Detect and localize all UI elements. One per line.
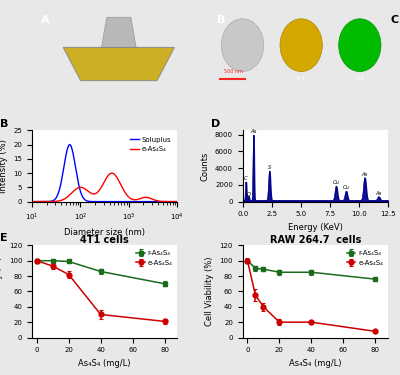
Y-axis label: Counts: Counts: [200, 151, 210, 181]
Soluplus: [116, 200, 120, 204]
e-As₄S₄: [139, 196, 144, 200]
X-axis label: As₄S₄ (mg/L): As₄S₄ (mg/L): [289, 359, 342, 368]
Text: C: C: [391, 15, 399, 25]
Text: C: C: [244, 176, 248, 181]
Text: Cu: Cu: [333, 180, 340, 185]
e-As₄S₄: [116, 177, 120, 181]
Line: e-As₄S₄: e-As₄S₄: [32, 173, 177, 202]
Y-axis label: Intensity (%): Intensity (%): [0, 139, 8, 193]
X-axis label: Diameter size (nm): Diameter size (nm): [64, 228, 145, 237]
X-axis label: As₄S₄ (mg/L): As₄S₄ (mg/L): [78, 359, 131, 368]
e-As₄S₄: [30, 200, 34, 204]
Soluplus: [30, 200, 34, 204]
Y-axis label: Cell Viability (%): Cell Viability (%): [0, 256, 3, 326]
Text: B: B: [217, 15, 226, 25]
Soluplus: [96, 200, 100, 204]
Legend: Soluplus, e-As₄S₄: Soluplus, e-As₄S₄: [128, 134, 174, 155]
Y-axis label: Cell Viability (%): Cell Viability (%): [205, 256, 214, 326]
Soluplus: [67, 142, 72, 147]
Soluplus: [175, 200, 180, 204]
Text: B: B: [0, 119, 8, 129]
Text: Cu: Cu: [343, 185, 350, 190]
Text: E: E: [0, 233, 8, 243]
Line: Soluplus: Soluplus: [32, 145, 177, 202]
e-As₄S₄: [55, 199, 60, 203]
Text: As: As: [250, 129, 257, 134]
Title: 4T1 cells: 4T1 cells: [80, 235, 129, 244]
Title: RAW 264.7  cells: RAW 264.7 cells: [270, 235, 361, 244]
Text: D: D: [211, 119, 220, 129]
Ellipse shape: [221, 19, 264, 72]
Text: As: As: [362, 172, 368, 177]
Text: As-L: As-L: [295, 76, 307, 81]
Text: A: A: [41, 15, 49, 25]
e-As₄S₄: [110, 171, 114, 176]
Polygon shape: [102, 17, 136, 47]
Legend: r-As₄S₄, e-As₄S₄: r-As₄S₄, e-As₄S₄: [135, 249, 174, 267]
Soluplus: [139, 200, 144, 204]
e-As₄S₄: [95, 190, 100, 194]
Text: S: S: [268, 165, 271, 170]
Ellipse shape: [280, 19, 322, 72]
X-axis label: Energy (KeV): Energy (KeV): [288, 223, 343, 232]
Soluplus: [55, 192, 60, 197]
Text: 500 nm: 500 nm: [224, 69, 242, 74]
Polygon shape: [63, 47, 174, 81]
Text: As: As: [376, 191, 382, 196]
e-As₄S₄: [67, 193, 72, 198]
Ellipse shape: [339, 19, 381, 72]
e-As₄S₄: [175, 200, 180, 204]
Legend: r-As₄S₄, e-As₄S₄: r-As₄S₄, e-As₄S₄: [346, 249, 384, 267]
Soluplus: [127, 200, 132, 204]
Text: S-K: S-K: [355, 76, 364, 81]
Soluplus: [67, 142, 72, 147]
Text: O: O: [247, 192, 251, 197]
e-As₄S₄: [127, 195, 132, 200]
